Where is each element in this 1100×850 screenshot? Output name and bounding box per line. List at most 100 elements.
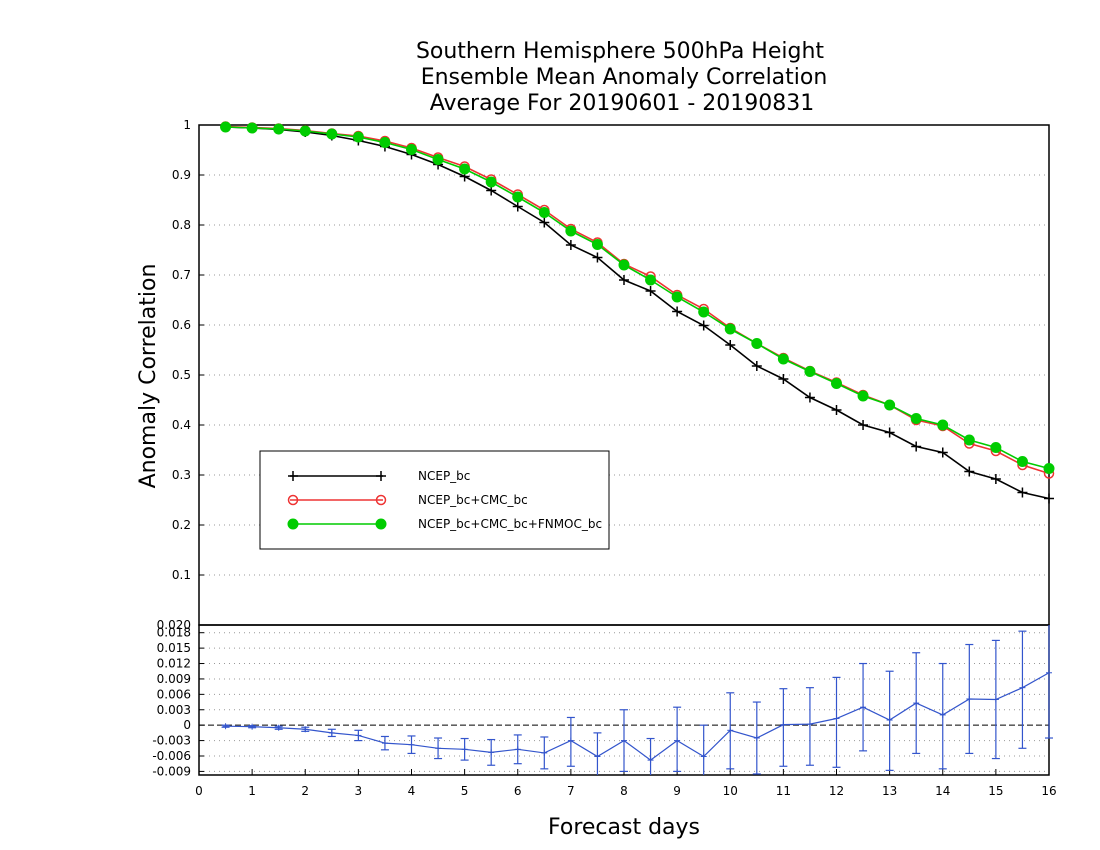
difference-point bbox=[700, 753, 707, 760]
tick-labels: 0.1 0.2 0.3 0.4 0.5 0.6 0.7 0.8 0.9 1 -0.009-0.006… bbox=[152, 118, 1056, 798]
y-tick-label: 0.1 bbox=[172, 568, 191, 582]
difference-point bbox=[727, 727, 734, 734]
series-2-point bbox=[645, 274, 657, 286]
x-axis-title: Forecast days bbox=[548, 815, 700, 840]
difference-point bbox=[674, 737, 681, 744]
diff-y-tick-label: 0 bbox=[183, 718, 191, 732]
legend: NCEP_bc NCEP_bc+CMC_bc NCEP_bc+CMC_bc+FNMO… bbox=[259, 450, 610, 550]
series-0-point bbox=[1044, 493, 1054, 504]
x-tick-label: 14 bbox=[935, 784, 950, 798]
series-0-point bbox=[672, 306, 683, 317]
x-tick-label: 7 bbox=[567, 784, 575, 798]
x-tick-label: 4 bbox=[408, 784, 416, 798]
x-tick-label: 11 bbox=[776, 784, 791, 798]
difference-point bbox=[514, 746, 521, 753]
series-0-point bbox=[884, 427, 895, 438]
difference-point bbox=[913, 700, 920, 707]
difference-point bbox=[275, 724, 282, 731]
series-0-point bbox=[831, 405, 842, 415]
legend-marker-end-1 bbox=[375, 494, 387, 506]
diff-y-tick-label: 0.006 bbox=[157, 687, 191, 701]
y-tick-label: 0.7 bbox=[172, 268, 191, 282]
series-2-point bbox=[777, 353, 789, 365]
difference-point bbox=[302, 726, 309, 733]
legend-label-1: NCEP_bc+CMC_bc bbox=[418, 493, 528, 507]
difference-point bbox=[594, 753, 601, 760]
difference-point bbox=[833, 715, 840, 722]
difference-point bbox=[886, 717, 893, 724]
difference-point bbox=[488, 749, 495, 756]
x-tick-label: 0 bbox=[195, 784, 203, 798]
series-0-point bbox=[751, 361, 762, 371]
y-tick-label: 0.2 bbox=[172, 518, 191, 532]
series-2-point bbox=[485, 176, 497, 188]
difference-point bbox=[753, 735, 760, 742]
series-line-0 bbox=[225, 126, 1050, 500]
legend-marker-start-0 bbox=[288, 471, 298, 481]
x-tick-label: 3 bbox=[355, 784, 363, 798]
series-2-point bbox=[937, 419, 949, 431]
y-tick-label: 0.3 bbox=[172, 468, 191, 482]
x-tick-label: 9 bbox=[673, 784, 681, 798]
series-0-point bbox=[512, 201, 523, 212]
series-2-point bbox=[910, 413, 922, 424]
difference-point bbox=[249, 723, 256, 730]
y-tick-label: 0.6 bbox=[172, 318, 191, 332]
difference-point bbox=[435, 745, 442, 752]
diff-y-tick-label: 0.015 bbox=[157, 641, 191, 655]
x-tick-label: 16 bbox=[1041, 784, 1056, 798]
x-tick-label: 12 bbox=[829, 784, 844, 798]
series-0-point bbox=[565, 240, 576, 250]
series-0-point bbox=[804, 392, 815, 403]
series-2-point bbox=[273, 123, 285, 135]
series-2-point bbox=[352, 131, 364, 143]
series-2-point bbox=[804, 366, 816, 377]
difference-point bbox=[461, 746, 468, 753]
difference-point bbox=[966, 695, 973, 702]
series-2-point bbox=[512, 191, 524, 203]
diff-y-tick-label: -0.003 bbox=[152, 734, 191, 748]
series-2-point bbox=[379, 137, 391, 148]
series-2-point bbox=[857, 390, 869, 402]
x-tick-label: 2 bbox=[301, 784, 309, 798]
series-2-point bbox=[1016, 456, 1028, 467]
series-0-point bbox=[858, 420, 869, 430]
difference-point bbox=[328, 729, 335, 736]
series-2-point bbox=[698, 306, 710, 318]
series-2-point bbox=[246, 122, 258, 134]
series-0-point bbox=[698, 320, 709, 331]
title-line-3: Average For 20190601 - 20190831 bbox=[430, 91, 815, 116]
series-2-point bbox=[1043, 463, 1055, 474]
difference-point bbox=[647, 757, 654, 764]
series-2-point bbox=[299, 125, 311, 137]
difference-point bbox=[381, 740, 388, 747]
x-tick-label: 13 bbox=[882, 784, 897, 798]
y-axis-title: Anomaly Correlation bbox=[136, 264, 161, 489]
series-2-point bbox=[591, 239, 603, 250]
series-0-point bbox=[645, 286, 656, 296]
x-tick-label: 10 bbox=[723, 784, 738, 798]
chart-title: Southern Hemisphere 500hPa Height Ensemb… bbox=[416, 39, 827, 116]
difference-point bbox=[860, 704, 867, 711]
series-0-point bbox=[539, 217, 550, 228]
difference-point bbox=[567, 737, 574, 744]
series-2-point bbox=[831, 378, 842, 389]
difference-point bbox=[992, 696, 999, 703]
difference-point bbox=[1019, 684, 1026, 691]
y-tick-label: 0.8 bbox=[172, 218, 191, 232]
x-tick-label: 15 bbox=[988, 784, 1003, 798]
y-tick-label: 0.9 bbox=[172, 168, 191, 182]
series-2-point bbox=[618, 259, 630, 271]
diff-y-tick-label: 0.009 bbox=[157, 672, 191, 686]
series-2-point bbox=[990, 442, 1002, 453]
legend-label-0: NCEP_bc bbox=[418, 469, 470, 483]
difference-point bbox=[408, 741, 415, 748]
series-0-point bbox=[619, 275, 629, 285]
diff-y-tick-label: -0.009 bbox=[152, 764, 191, 778]
y-tick-label: 0.4 bbox=[172, 418, 191, 432]
difference-point bbox=[541, 749, 548, 756]
x-tick-label: 8 bbox=[620, 784, 628, 798]
difference-point bbox=[1046, 669, 1052, 676]
legend-marker-start-1 bbox=[287, 494, 299, 506]
series-2-point bbox=[220, 121, 232, 133]
